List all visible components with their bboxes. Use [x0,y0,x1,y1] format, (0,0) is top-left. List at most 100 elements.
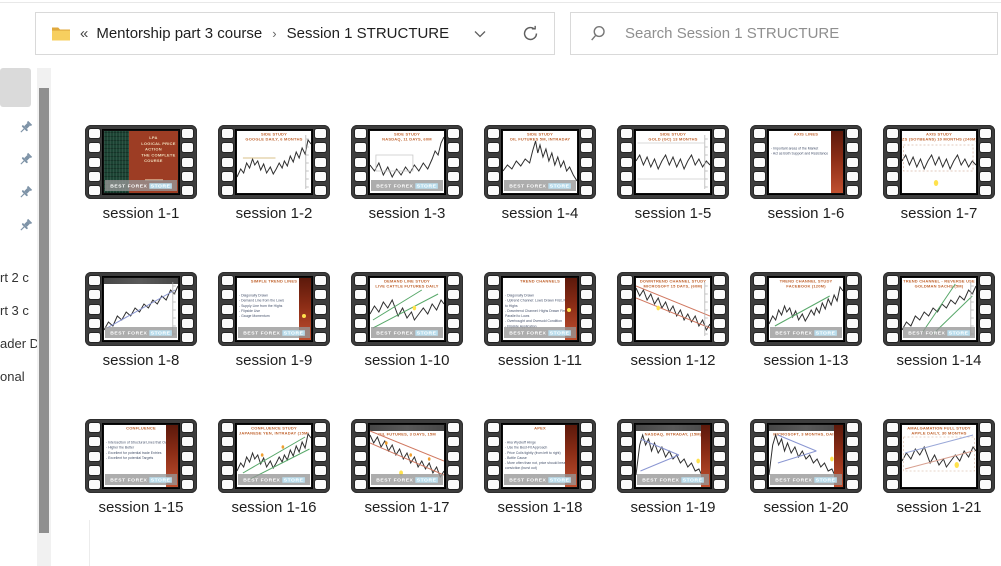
filmstrip-hole [182,451,193,461]
pin-icon[interactable] [18,152,33,167]
file-item[interactable]: SIMPLE TREND LINES - Diagonally Drawn - De… [218,272,330,370]
navpane-item-fragment[interactable]: rt 2 c [0,270,29,285]
file-item[interactable]: LPA LOGICAL PRICE ACTION THE COMPLETE COURSE… [85,125,197,223]
pin-icon[interactable] [18,185,33,200]
filmstrip-hole [355,423,366,432]
filmstrip-hole [448,451,459,461]
filmstrip-hole [621,465,632,475]
watermark: BEST FOREX STORE [371,474,443,485]
filmstrip-hole [754,451,765,461]
refresh-icon[interactable] [516,20,544,48]
file-item[interactable]: AMALGAMATION FULL STUDY APPLE DAILY, 30 M… [883,419,995,517]
file-name-label: session 1-1 [102,205,180,222]
file-item[interactable]: SIDE STUDY GOLD (GC) 13 MONTHS session 1-5 [617,125,729,223]
file-item[interactable]: TREND CHANNEL - REVERSE USE GOLDMAN SACHS… [883,272,995,370]
slide-title: TREND CHANNELS [520,279,560,284]
search-box[interactable] [570,12,998,55]
filmstrip-hole [887,186,898,195]
breadcrumb-overflow[interactable]: « [80,25,89,42]
filmstrip-hole [887,290,898,300]
slide-title: SIMPLE TREND LINES [250,279,298,284]
filmstrip-hole [89,437,100,447]
filmstrip-hole [448,290,459,300]
thumbnail-preview: TREND CHANNELS - Diagonally Drawn - Uptren… [503,278,577,340]
video-thumbnail: BEST FOREX STORE [85,272,197,346]
filmstrip-holes [621,276,632,342]
filmstrip-hole [714,465,725,475]
filmstrip-hole [182,465,193,475]
file-item[interactable]: BEST FOREX STORE session 1-8 [85,272,197,370]
filmstrip-hole [448,157,459,167]
file-name-label: session 1-4 [501,205,579,222]
thumbnail-screen: BEST FOREX STORE [102,276,180,342]
search-input[interactable] [623,24,985,43]
file-item[interactable]: CONFLUENCE - Intersection of Structural L… [85,419,197,517]
file-item[interactable]: DEMAND LINE STUDY LIVE CATTLE FUTURES DAI… [351,272,463,370]
thumbnail-screen: TREND CHANNEL STUDY FACEBOOK (120M) BEST F… [767,276,845,342]
filmstrip-hole [847,276,858,285]
filmstrip-holes [980,276,991,342]
file-item[interactable]: DOWNTREND CHANNEL STUDY MICROSOFT 15 DAYS… [617,272,729,370]
watermark: BEST FOREX STORE [504,474,576,485]
file-item[interactable]: CONFLUENCE STUDY JAPANESE YEN, INTRADAY (… [218,419,330,517]
navpane-item-fragment[interactable]: rt 3 c [0,303,29,318]
thumbnail-preview: LPA LOGICAL PRICE ACTION THE COMPLETE COURSE… [104,131,178,193]
file-item[interactable]: TREND CHANNEL STUDY FACEBOOK (120M) BEST F… [750,272,862,370]
file-name-label: session 1-14 [896,352,982,369]
file-item[interactable]: MICROSOFT, 3 MONTHS, DAILY BEST FOREX STOR… [750,419,862,517]
slide-marker-dot [302,314,307,318]
file-name-label: session 1-3 [368,205,446,222]
thumbnail-screen: SIDE STUDY GOLD (GC) 13 MONTHS [634,129,712,195]
slide-bullets: - Aka Wyckoff Hinge - Use the Best-Fit Ap… [505,440,575,471]
filmstrip-hole [182,157,193,167]
file-item[interactable]: TREND CHANNELS - Diagonally Drawn - Uptren… [484,272,596,370]
video-thumbnail: DEMAND LINE STUDY LIVE CATTLE FUTURES DAI… [351,272,463,346]
thumbnail-screen: CONFLUENCE - Intersection of Structural L… [102,423,180,489]
filmstrip-hole [355,276,366,285]
file-item[interactable]: SIDE STUDY NASDAQ, 11 DAYS, 60M BEST FOREX… [351,125,463,223]
pin-icon[interactable] [18,218,33,233]
filmstrip-hole [847,480,858,489]
filmstrip-hole [488,129,499,138]
pin-icon[interactable] [18,120,33,135]
file-item[interactable]: SIDE STUDY OIL FUTURES 5M, INTRADAY BEST F… [484,125,596,223]
chart-title: OIL FUTURES, 3 DAYS, 15M [378,432,436,437]
filmstrip-holes [182,129,193,195]
filmstrip-hole [448,437,459,447]
filmstrip-hole [182,186,193,195]
filmstrip-hole [355,129,366,138]
thumbnail-screen: TREND CHANNELS - Diagonally Drawn - Uptren… [501,276,579,342]
navpane-scrollbar-thumb[interactable] [39,88,49,533]
chevron-down-icon[interactable] [466,20,494,48]
navpane-item-fragment[interactable]: ader D [0,336,37,351]
filmstrip-hole [714,423,725,432]
breadcrumb-current[interactable]: Session 1 STRUCTURE [286,25,450,42]
filmstrip-hole [89,423,100,432]
filmstrip-hole [581,451,592,461]
filmstrip-hole [980,333,991,342]
file-item[interactable]: APEX - Aka Wyckoff Hinge - Use the Best-Fi… [484,419,596,517]
filmstrip-hole [488,157,499,167]
filmstrip-hole [714,186,725,195]
filmstrip-hole [754,290,765,300]
filmstrip-hole [887,451,898,461]
breadcrumb-parent[interactable]: Mentorship part 3 course [96,25,263,42]
filmstrip-holes [621,423,632,489]
filmstrip-hole [315,423,326,432]
address-bar[interactable]: « Mentorship part 3 course › Session 1 S… [35,12,555,55]
navpane-scrollbar-track[interactable] [37,68,51,566]
video-thumbnail: TREND CHANNEL STUDY FACEBOOK (120M) BEST F… [750,272,862,346]
file-item[interactable]: SIDE STUDY GOOGLE DAILY, 6 MONTHS session … [218,125,330,223]
file-item[interactable]: NASDAQ, INTRADAY, (15M) BEST FOREX STORE se… [617,419,729,517]
filmstrip-hole [315,143,326,153]
navpane-item-fragment[interactable]: onal [0,369,25,384]
filmstrip-hole [355,186,366,195]
navpane-selected-item[interactable] [0,68,31,107]
file-item[interactable]: AXIS LINES - Important areas of the Marke… [750,125,862,223]
filmstrip-hole [222,465,233,475]
file-item[interactable]: OIL FUTURES, 3 DAYS, 15M BEST FOREX STORE s… [351,419,463,517]
file-grid: LPA LOGICAL PRICE ACTION THE COMPLETE COURSE… [85,125,995,517]
thumbnail-preview: TREND CHANNEL - REVERSE USE GOLDMAN SACHS… [902,278,976,340]
filmstrip-hole [355,290,366,300]
file-item[interactable]: AXIS STUDY ZS (SOYBEANS) 10 MONTHS (240M)… [883,125,995,223]
